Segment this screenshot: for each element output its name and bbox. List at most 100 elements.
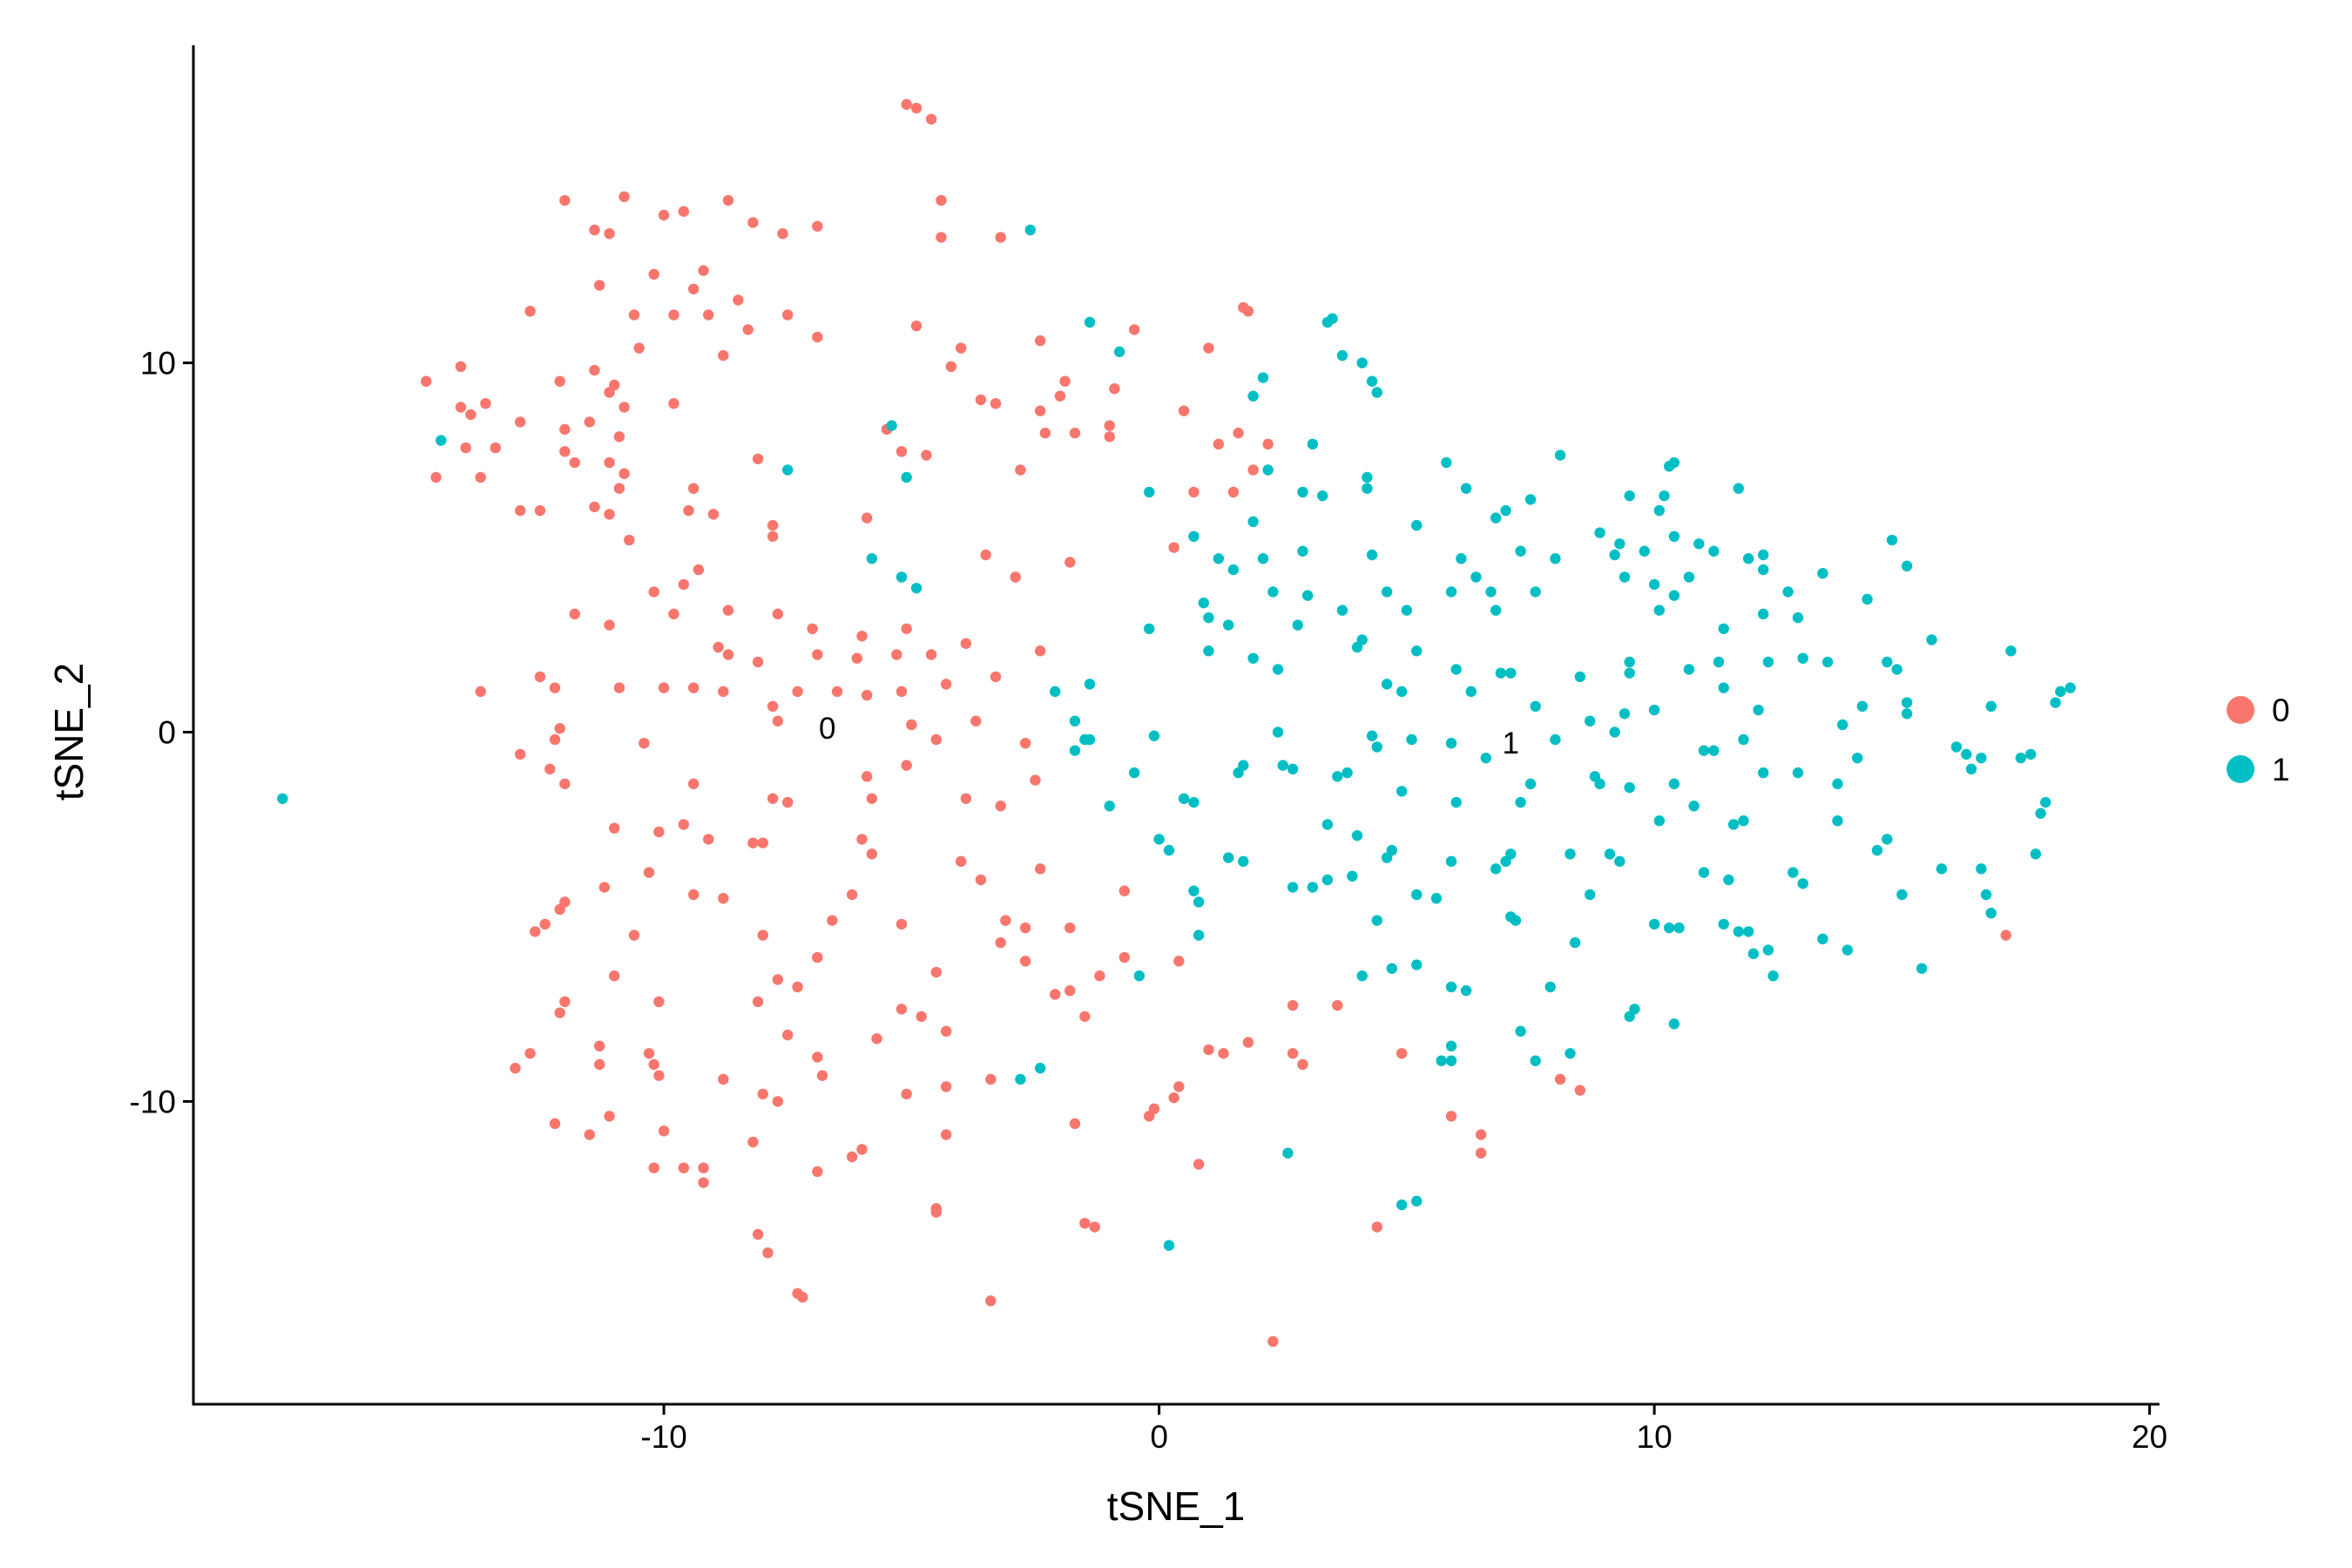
point [1188,486,1200,498]
point [1238,855,1249,868]
point [896,686,908,698]
point [1550,553,1561,564]
point [940,1129,952,1140]
point [985,1073,997,1085]
point [1113,346,1125,358]
point [733,294,744,306]
point [1050,686,1061,698]
point [1980,889,1992,901]
point [1797,878,1808,889]
point [747,1136,759,1148]
point [1648,918,1660,930]
point [430,471,442,483]
point [687,778,700,790]
point [524,1048,536,1059]
point [1034,405,1046,416]
point [866,793,878,804]
point [618,402,630,413]
point [604,227,615,240]
point [1619,571,1631,583]
point [861,689,873,701]
point [1203,342,1214,354]
point [1554,449,1566,461]
point [1396,686,1408,698]
point [901,471,912,483]
point [643,1048,655,1059]
point [792,686,803,698]
point [1287,1048,1299,1059]
point [1198,597,1209,609]
point [1218,1048,1229,1059]
point [980,549,991,561]
point [1788,867,1799,878]
point [851,652,863,664]
point [653,826,665,838]
point [2005,645,2017,657]
point [930,1206,942,1218]
point [480,397,491,409]
point [515,504,526,517]
point [1836,719,1848,731]
point [1119,885,1131,896]
point [718,349,729,362]
point [1767,970,1779,982]
point [1480,752,1492,764]
point [648,1162,659,1173]
point [1648,578,1660,591]
point [1059,375,1071,387]
point [1456,553,1467,564]
point [678,578,690,591]
point [777,227,788,240]
point [1445,981,1457,993]
point [1104,420,1115,431]
point [1693,538,1705,550]
point [960,793,972,804]
point [554,1007,565,1018]
point [559,423,571,436]
point [910,320,923,332]
point [1128,324,1140,335]
point [1262,438,1274,450]
point [539,918,551,930]
point [1901,697,1913,708]
point [757,837,768,848]
point [995,801,1006,812]
point [1019,956,1031,967]
point [668,309,679,321]
point [1247,464,1259,476]
point [1976,752,1987,764]
point [1034,863,1046,875]
point [1594,527,1605,538]
point [1069,715,1081,727]
point [1371,1221,1382,1233]
point [831,686,843,698]
point [772,715,784,727]
point [718,893,729,904]
point [1965,763,1977,775]
point [1530,1055,1541,1066]
point [1886,534,1898,546]
point [925,649,937,660]
point [1505,667,1517,679]
point [549,1118,561,1130]
point [1901,560,1913,571]
point [792,981,803,993]
point [1064,985,1076,997]
point [604,456,615,469]
point [1574,671,1586,683]
point [1411,1195,1423,1207]
point [816,1070,828,1081]
point [1792,767,1804,779]
point [1079,1010,1091,1023]
point [1505,848,1517,860]
point [782,309,794,321]
point [960,638,972,649]
point [910,102,923,114]
point [866,848,878,860]
point [618,468,630,479]
point [955,855,967,868]
point [1227,486,1240,498]
point [455,361,467,373]
point [554,903,565,916]
